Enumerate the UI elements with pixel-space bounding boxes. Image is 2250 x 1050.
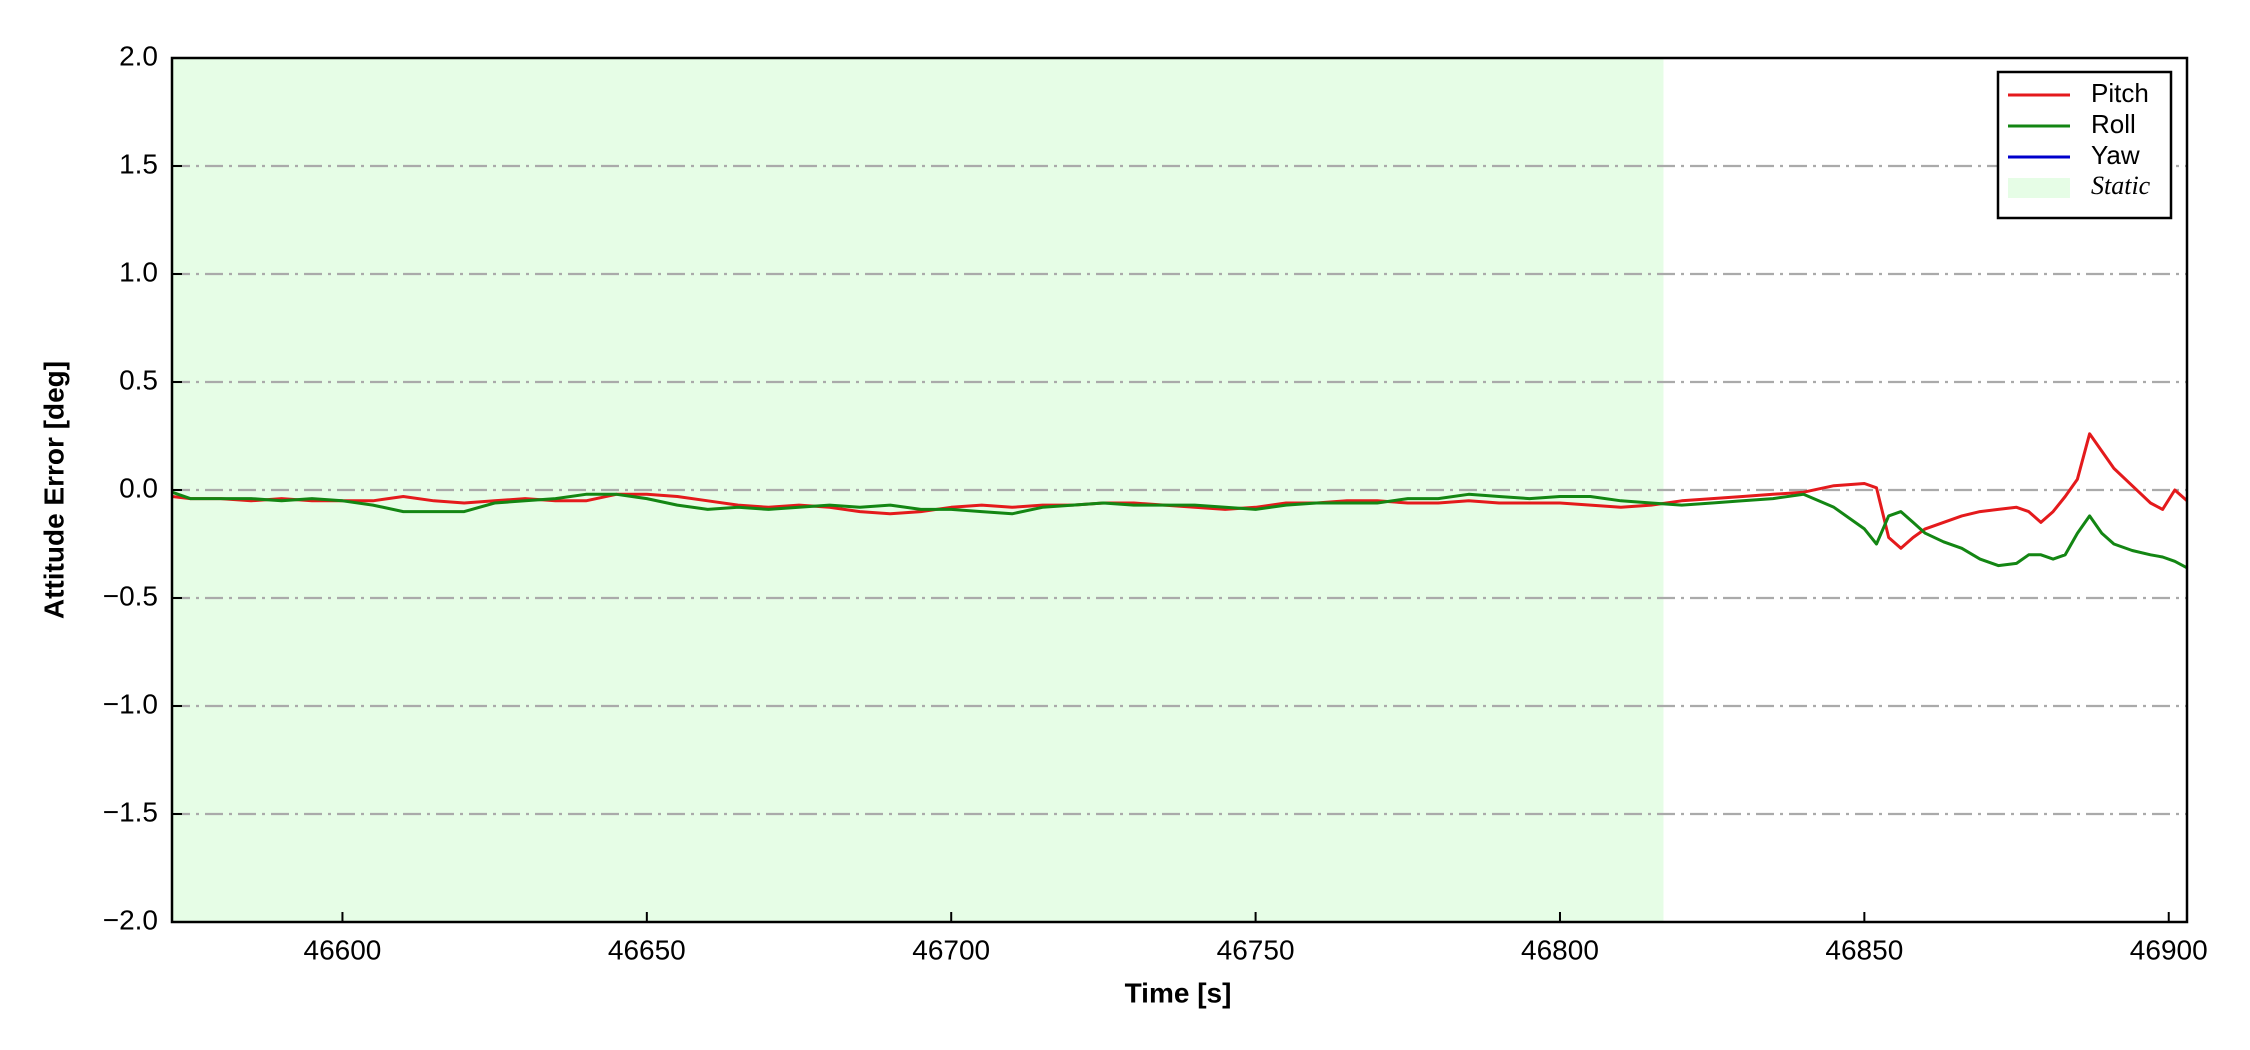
y-tick-label: 1.5 [119, 148, 158, 179]
y-tick-label: −2.0 [103, 904, 158, 935]
series-line [172, 432, 2187, 550]
series-line [172, 490, 2187, 570]
y-tick-label: −1.0 [103, 688, 158, 719]
y-tick-label: −0.5 [103, 580, 158, 611]
x-tick-label: 46700 [912, 934, 990, 965]
x-axis-label: Time [s] [1125, 977, 1232, 1008]
legend-label: Yaw [2091, 140, 2140, 170]
y-tick-label: 1.0 [119, 256, 158, 287]
y-tick-label: 0.5 [119, 364, 158, 395]
y-tick-label: 0.0 [119, 472, 158, 503]
legend-label: Roll [2091, 109, 2136, 139]
y-tick-label: −1.5 [103, 796, 158, 827]
x-tick-label: 46900 [2130, 934, 2208, 965]
legend-label: Static [2091, 171, 2151, 200]
y-axis-label: Attitude Error [deg] [38, 361, 69, 619]
x-tick-label: 46750 [1217, 934, 1295, 965]
x-tick-label: 46800 [1521, 934, 1599, 965]
plot-frame [170, 56, 2189, 924]
x-tick-label: 46600 [304, 934, 382, 965]
legend-swatch [2008, 178, 2070, 198]
x-tick-label: 46650 [608, 934, 686, 965]
legend-label: Pitch [2091, 78, 2149, 108]
x-tick-label: 46850 [1825, 934, 1903, 965]
y-tick-label: 2.0 [119, 40, 158, 71]
